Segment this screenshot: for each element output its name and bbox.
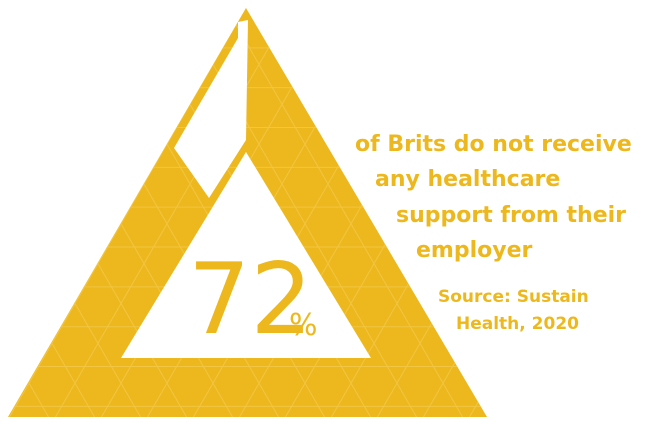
lattice-line [51, 8, 297, 417]
stat-percent-sign: % [289, 308, 318, 343]
lattice-line [175, 8, 421, 417]
lattice-line [636, 0, 664, 423]
source-line-1: Source: Sustain [438, 287, 589, 307]
remaining-share-notch [174, 20, 248, 198]
lattice-line [650, 0, 664, 423]
lattice-line [373, 8, 487, 417]
description-line-4: employer [416, 238, 533, 263]
description-line-1: of Brits do not receive [355, 132, 632, 157]
lattice-line [0, 0, 6, 423]
description-line-2: any healthcare [375, 167, 560, 192]
description-line-3: support from their [396, 203, 626, 228]
source-line-2: Health, 2020 [456, 314, 579, 334]
inner-triangle [121, 152, 371, 358]
stat-number: 72 [188, 243, 313, 357]
lattice-line [8, 8, 99, 417]
lattice-line [221, 8, 467, 417]
lattice-line [8, 8, 21, 417]
